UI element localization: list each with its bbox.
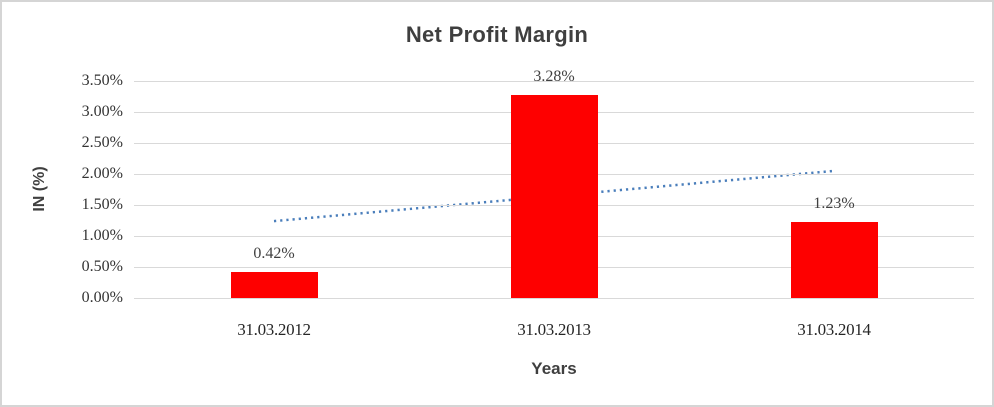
gridline	[134, 80, 974, 82]
y-axis-tick-label: 3.50%	[81, 72, 123, 89]
bar	[510, 94, 598, 298]
bar-data-label: 3.28%	[533, 67, 575, 85]
bar-data-label: 1.23%	[813, 194, 855, 212]
x-axis-title: Years	[531, 359, 577, 378]
y-axis-tick-label: 2.00%	[81, 165, 123, 182]
bar	[230, 271, 318, 298]
gridline	[134, 297, 974, 299]
x-axis-tick-label: 31.03.2014	[797, 320, 871, 339]
chart-title: Net Profit Margin	[405, 22, 589, 47]
x-axis-tick-label: 31.03.2013	[517, 320, 591, 339]
y-axis-tick-label: 0.50%	[81, 258, 123, 275]
y-axis-tick-label: 1.00%	[81, 227, 123, 244]
bar-data-label: 0.42%	[253, 244, 295, 262]
y-axis-tick-label: 0.00%	[81, 289, 123, 306]
bar	[790, 221, 878, 298]
x-axis-tick-label: 31.03.2012	[237, 320, 311, 339]
y-axis-tick-label: 1.50%	[81, 196, 123, 213]
y-axis-tick-label: 3.00%	[81, 103, 123, 120]
y-axis-tick-label: 2.50%	[81, 134, 123, 151]
